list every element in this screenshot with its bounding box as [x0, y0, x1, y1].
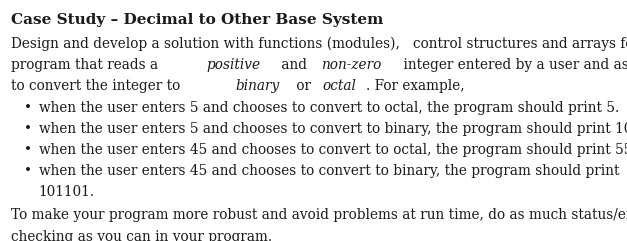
Text: integer entered by a user and asks the user whether: integer entered by a user and asks the u…: [399, 58, 627, 72]
Text: and: and: [277, 58, 311, 72]
Text: To make your program more robust and avoid problems at run time, do as much stat: To make your program more robust and avo…: [11, 208, 627, 222]
Text: when the user enters 5 and chooses to convert to octal, the program should print: when the user enters 5 and chooses to co…: [39, 101, 619, 115]
Text: positive: positive: [207, 58, 261, 72]
Text: when the user enters 45 and chooses to convert to octal, the program should prin: when the user enters 45 and chooses to c…: [39, 143, 627, 157]
Text: •: •: [24, 122, 32, 136]
Text: or: or: [292, 80, 316, 94]
Text: when the user enters 5 and chooses to convert to binary, the program should prin: when the user enters 5 and chooses to co…: [39, 122, 627, 136]
Text: non-zero: non-zero: [321, 58, 381, 72]
Text: checking as you can in your program.: checking as you can in your program.: [11, 230, 272, 241]
Text: •: •: [24, 164, 32, 178]
Text: 101101.: 101101.: [39, 186, 95, 200]
Text: octal: octal: [322, 80, 357, 94]
Text: program that reads a: program that reads a: [11, 58, 163, 72]
Text: Design and develop a solution with functions (modules),   control structures and: Design and develop a solution with funct…: [11, 37, 627, 51]
Text: •: •: [24, 143, 32, 157]
Text: •: •: [24, 101, 32, 115]
Text: to convert the integer to: to convert the integer to: [11, 80, 185, 94]
Text: binary: binary: [235, 80, 280, 94]
Text: . For example,: . For example,: [366, 80, 465, 94]
Text: Case Study – Decimal to Other Base System: Case Study – Decimal to Other Base Syste…: [11, 13, 384, 27]
Text: when the user enters 45 and chooses to convert to binary, the program should pri: when the user enters 45 and chooses to c…: [39, 164, 619, 178]
